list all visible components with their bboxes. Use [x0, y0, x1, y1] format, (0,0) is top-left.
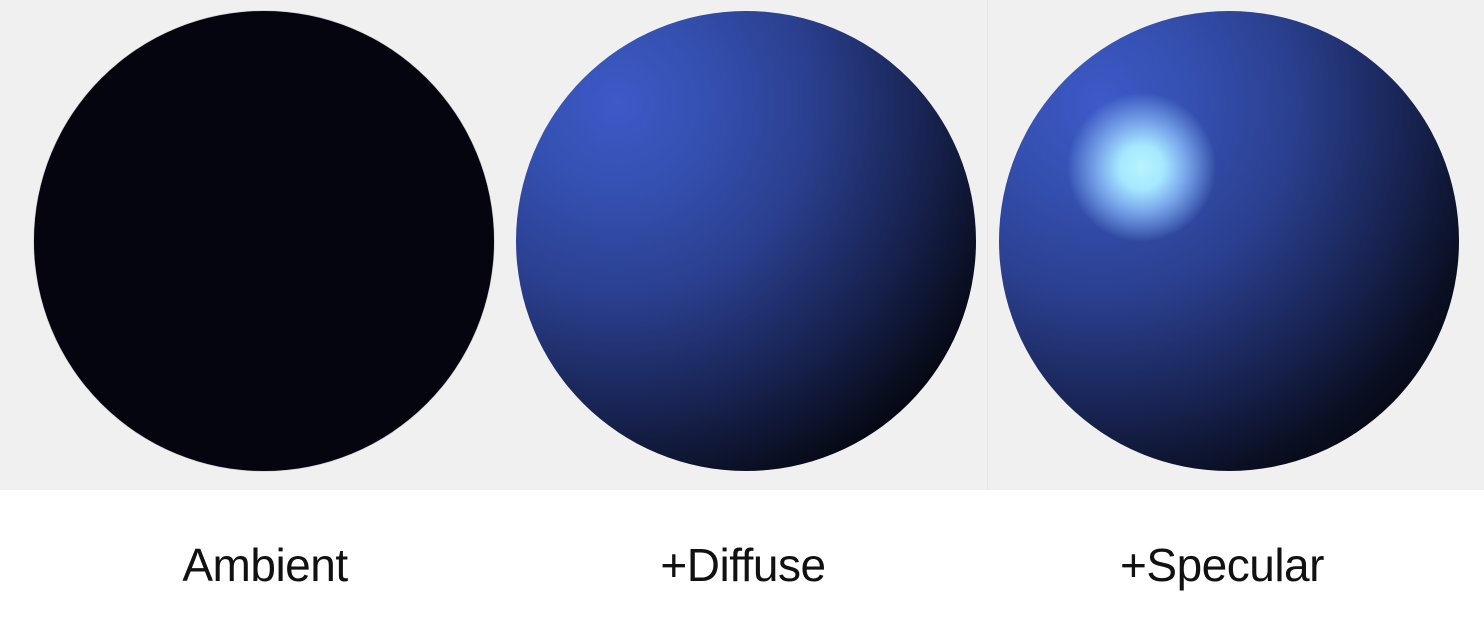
specular-panel: [987, 0, 1484, 490]
specular-sphere: [999, 11, 1459, 471]
diffuse-panel: [505, 0, 987, 490]
diffuse-label: +Diffuse: [660, 539, 826, 591]
specular-label: +Specular: [1120, 539, 1324, 591]
ambient-panel: [0, 0, 505, 490]
sphere-panels: [0, 0, 1484, 490]
ambient-sphere: [34, 11, 494, 471]
diffuse-sphere: [516, 11, 976, 471]
ambient-label: Ambient: [182, 539, 348, 591]
